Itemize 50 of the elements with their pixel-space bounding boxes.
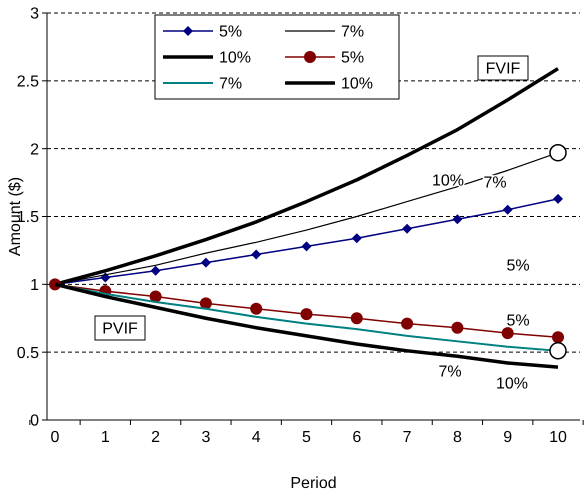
point: [502, 327, 514, 340]
x-tick-label: 10: [549, 429, 567, 446]
legend-label: 10%: [341, 76, 374, 93]
legend-label: 5%: [341, 50, 364, 67]
x-tick-label: 2: [151, 429, 160, 446]
point: [251, 249, 262, 260]
annotation: 10%: [432, 172, 464, 190]
annotation: 7%: [483, 174, 507, 192]
point: [402, 224, 412, 234]
y-tick-label: 1: [30, 276, 40, 294]
x-tick-label: 6: [352, 429, 362, 446]
annotation: FVIF: [486, 60, 521, 78]
point: [200, 297, 212, 310]
x-tick-label: 1: [100, 429, 110, 446]
point: [452, 214, 462, 224]
legend-label: 7%: [341, 24, 364, 41]
point: [200, 258, 211, 268]
point: [553, 194, 563, 204]
point: [451, 322, 464, 334]
annotation: 7%: [438, 364, 462, 381]
point: [250, 302, 262, 315]
legend-label: 5%: [219, 24, 242, 41]
y-tick-label: 0.5: [16, 344, 40, 362]
annotation: PVIF: [102, 320, 138, 338]
x-tick-label: 9: [503, 429, 512, 446]
point: [300, 308, 312, 320]
y-tick-label: 2.5: [16, 73, 40, 90]
point: [350, 312, 363, 324]
point: [150, 290, 162, 303]
annotation: 10%: [496, 376, 528, 393]
y-tick-label: 0: [30, 412, 40, 430]
point: [552, 331, 564, 344]
x-tick-label: 4: [252, 429, 261, 446]
annotation: 5%: [506, 258, 530, 275]
x-axis-title: Period: [290, 475, 337, 492]
legend-label: 7%: [219, 76, 242, 93]
point: [401, 318, 414, 330]
x-tick-label: 3: [201, 429, 210, 446]
point: [502, 204, 513, 215]
x-tick-label: 8: [452, 429, 462, 446]
point: [352, 233, 362, 244]
x-tick-label: 5: [302, 429, 312, 446]
x-tick-label: 7: [402, 429, 412, 446]
y-tick-label: 3: [30, 6, 40, 23]
x-tick-label: 0: [50, 429, 60, 446]
point: [302, 241, 312, 252]
point: [150, 266, 161, 276]
legend-label: 10%: [219, 50, 252, 67]
y-tick-label: 2: [30, 141, 40, 158]
annotation: 5%: [506, 312, 530, 330]
